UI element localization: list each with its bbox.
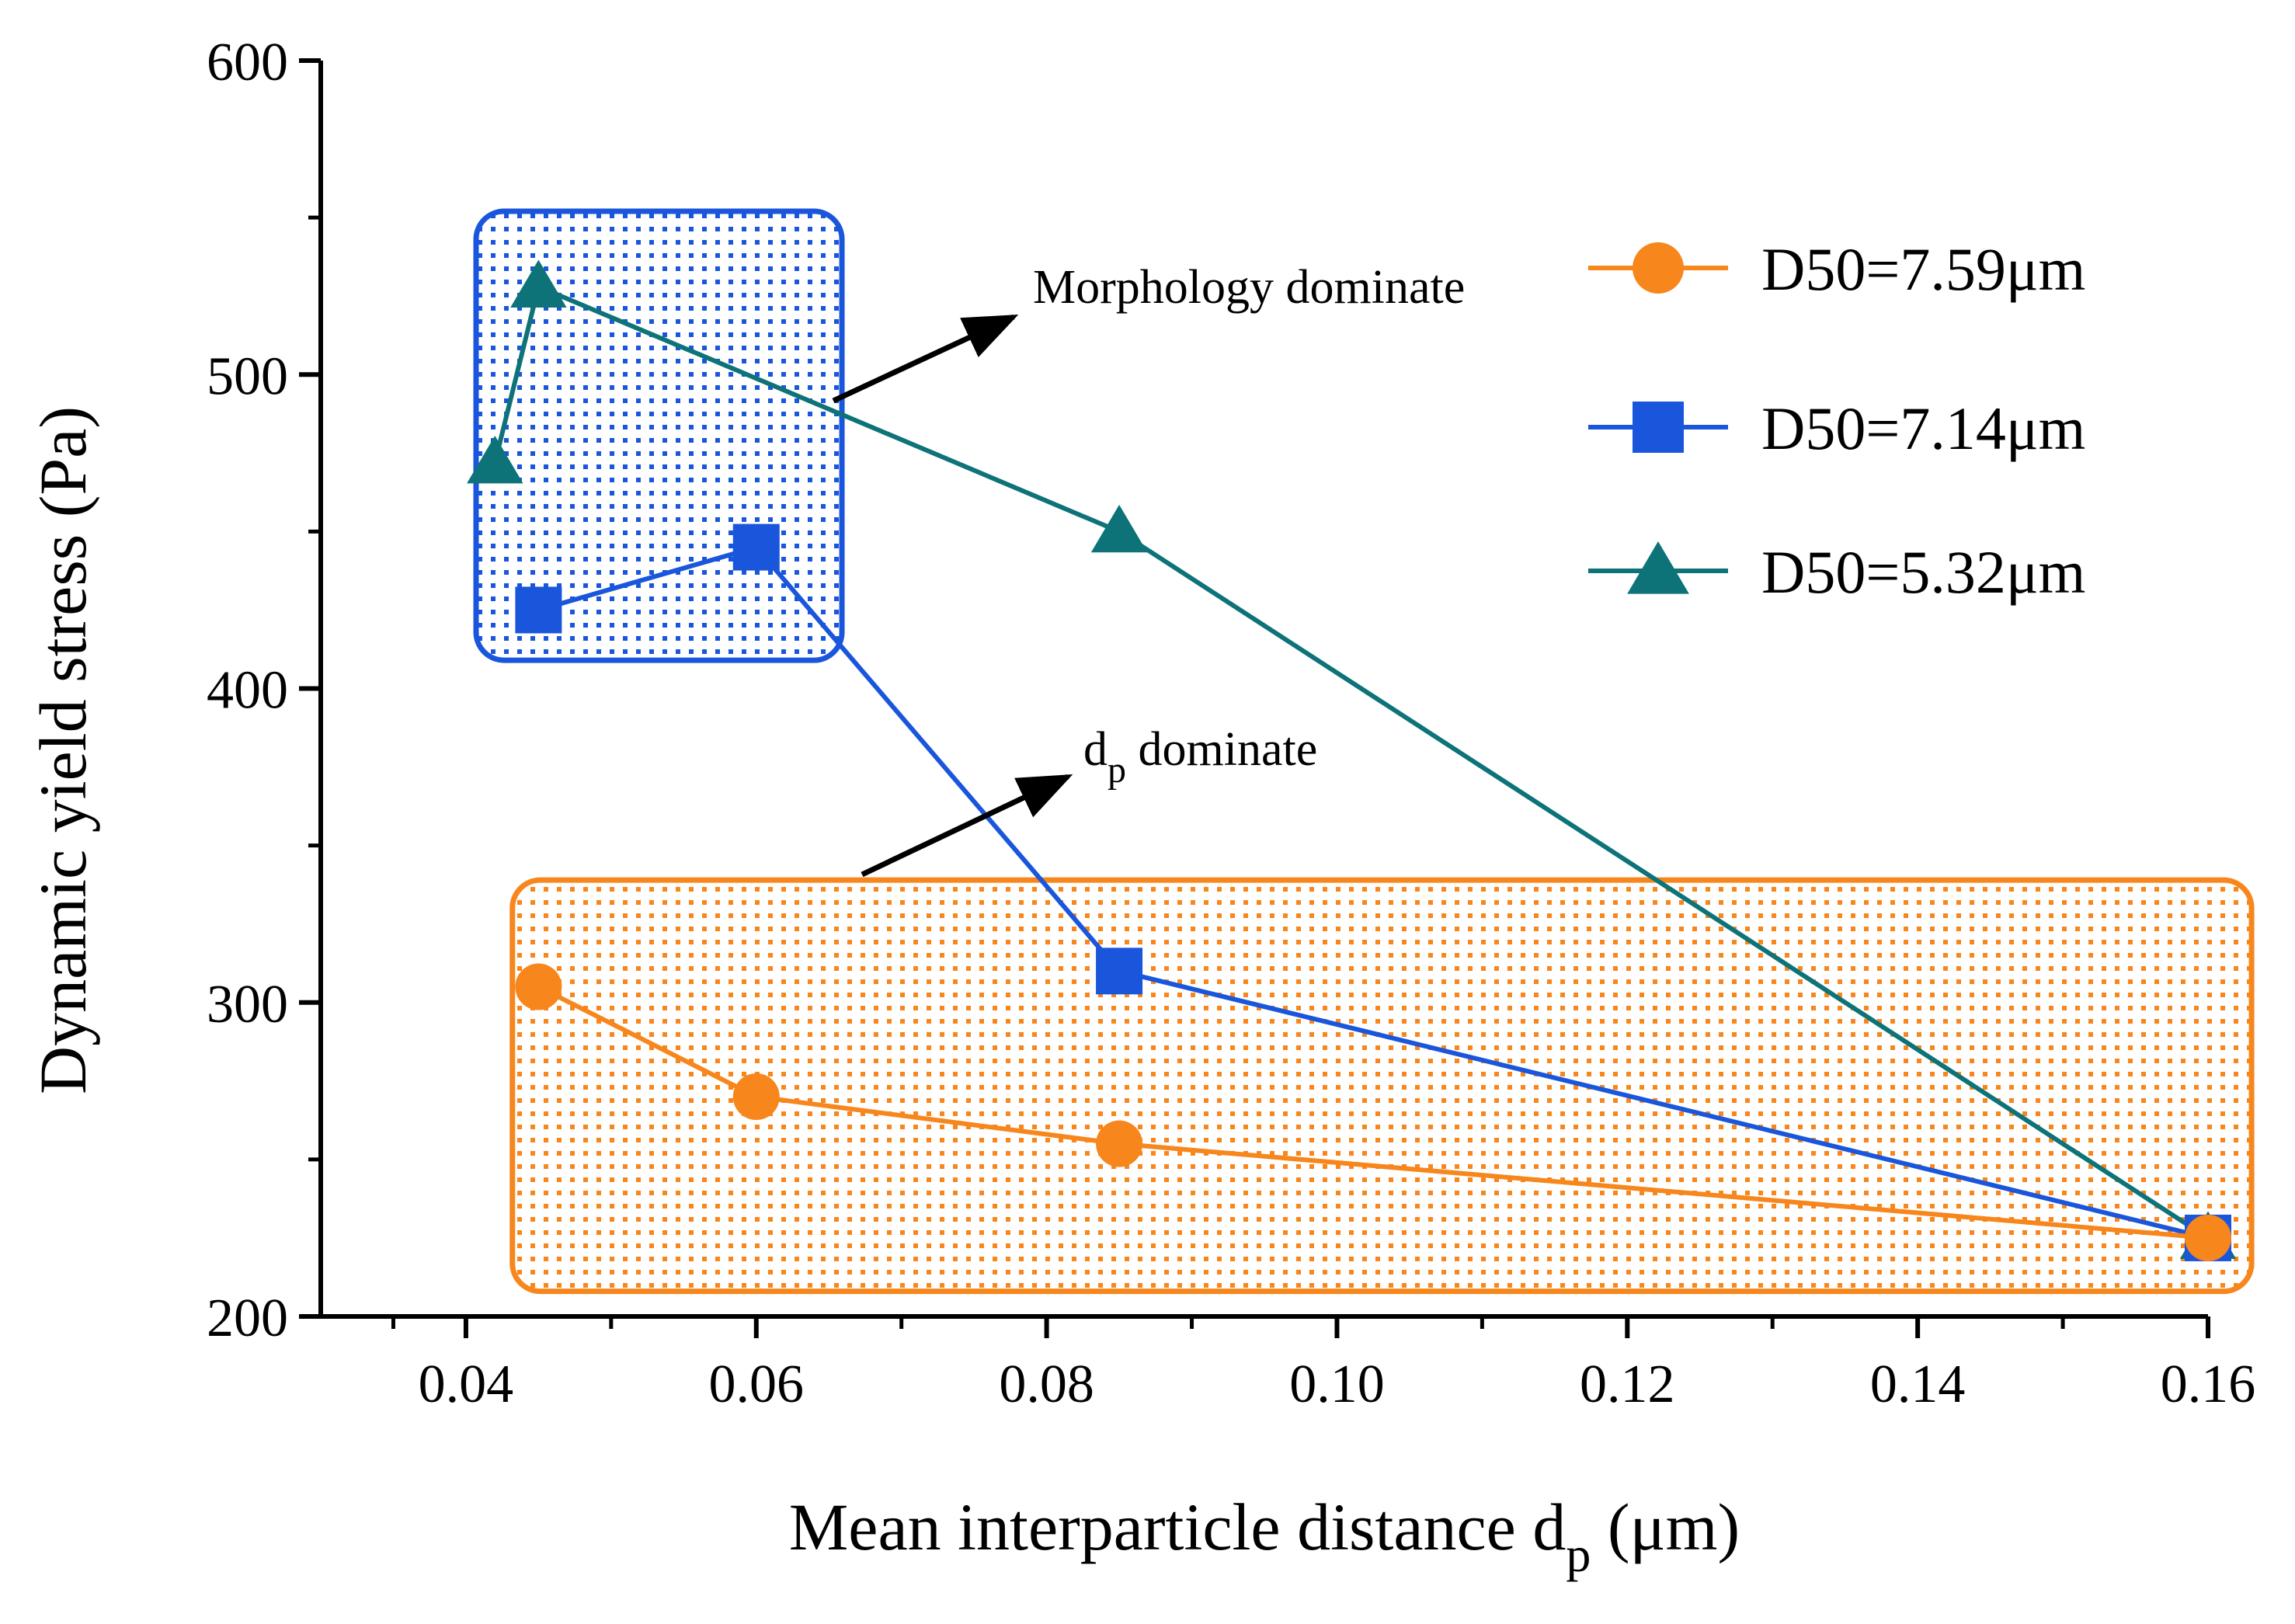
x-axis-title: Mean interparticle distance dp (μm) bbox=[789, 1490, 1740, 1582]
y-ticks: 200 300 400 500 600 bbox=[207, 33, 321, 1348]
dp-dominate-label-text: dominate bbox=[1126, 723, 1317, 776]
x-axis-title-unit: (μm) bbox=[1591, 1490, 1740, 1564]
data-point bbox=[732, 1073, 780, 1121]
data-point bbox=[1096, 1120, 1143, 1167]
axes: 200 300 400 500 600 0.04 0.06 0.08 0.10 0.12 0.14… bbox=[207, 33, 2255, 1414]
legend-label: D50=7.59μm bbox=[1761, 235, 2085, 303]
x-tick-label: 0.16 bbox=[2161, 1354, 2256, 1414]
annotations: Morphology dominate dp dominate bbox=[832, 261, 1465, 878]
legend-item: D50=5.32μm bbox=[1588, 538, 2085, 606]
dp-dominate-label-subscript: p bbox=[1108, 749, 1126, 791]
dp-dominate-label-main: d bbox=[1083, 723, 1108, 776]
data-point bbox=[732, 523, 780, 571]
x-axis-title-subscript: p bbox=[1566, 1527, 1591, 1582]
y-tick-label: 200 bbox=[207, 1288, 288, 1348]
x-tick-label: 0.14 bbox=[1870, 1354, 1966, 1414]
series-line bbox=[492, 283, 2210, 1240]
series-layer bbox=[467, 259, 2237, 1261]
dp-dominate-label: dp dominate bbox=[1083, 723, 1317, 791]
legend-marker bbox=[1627, 541, 1689, 594]
data-point bbox=[2185, 1214, 2231, 1261]
x-tick-label: 0.04 bbox=[419, 1354, 514, 1414]
morphology-arrow bbox=[832, 314, 1019, 404]
series-line bbox=[537, 544, 2209, 1240]
series-circle bbox=[515, 963, 2231, 1261]
x-tick-label: 0.06 bbox=[709, 1354, 805, 1414]
morphology-dominate-label: Morphology dominate bbox=[1033, 261, 1465, 314]
legend-marker bbox=[1633, 242, 1684, 294]
x-axis-title-main: Mean interparticle distance d bbox=[789, 1490, 1567, 1564]
x-tick-label: 0.12 bbox=[1580, 1354, 1675, 1414]
x-tick-label: 0.08 bbox=[999, 1354, 1094, 1414]
y-axis-title: Dynamic yield stress (Pa) bbox=[26, 406, 100, 1094]
y-tick-label: 400 bbox=[207, 661, 288, 721]
y-tick-label: 600 bbox=[207, 33, 288, 92]
data-point bbox=[515, 963, 562, 1010]
legend-item: D50=7.14μm bbox=[1588, 395, 2085, 462]
y-tick-label: 300 bbox=[207, 975, 288, 1035]
x-ticks: 0.04 0.06 0.08 0.10 0.12 0.14 0.16 bbox=[391, 1316, 2256, 1414]
legend-item: D50=7.59μm bbox=[1588, 235, 2085, 303]
x-tick-label: 0.10 bbox=[1289, 1354, 1385, 1414]
dp-arrow bbox=[861, 774, 1073, 878]
legend-marker bbox=[1633, 402, 1684, 453]
legend-label: D50=7.14μm bbox=[1761, 395, 2085, 462]
y-tick-label: 500 bbox=[207, 346, 288, 406]
data-point bbox=[1096, 948, 1143, 995]
data-point bbox=[510, 259, 567, 308]
data-point bbox=[515, 586, 562, 634]
legend-label: D50=5.32μm bbox=[1761, 538, 2085, 606]
series-line bbox=[537, 984, 2209, 1240]
legend: D50=7.59μm D50=7.14μm D50=5.32μm bbox=[1588, 235, 2085, 606]
data-point bbox=[1090, 504, 1148, 553]
data-point bbox=[467, 435, 523, 484]
